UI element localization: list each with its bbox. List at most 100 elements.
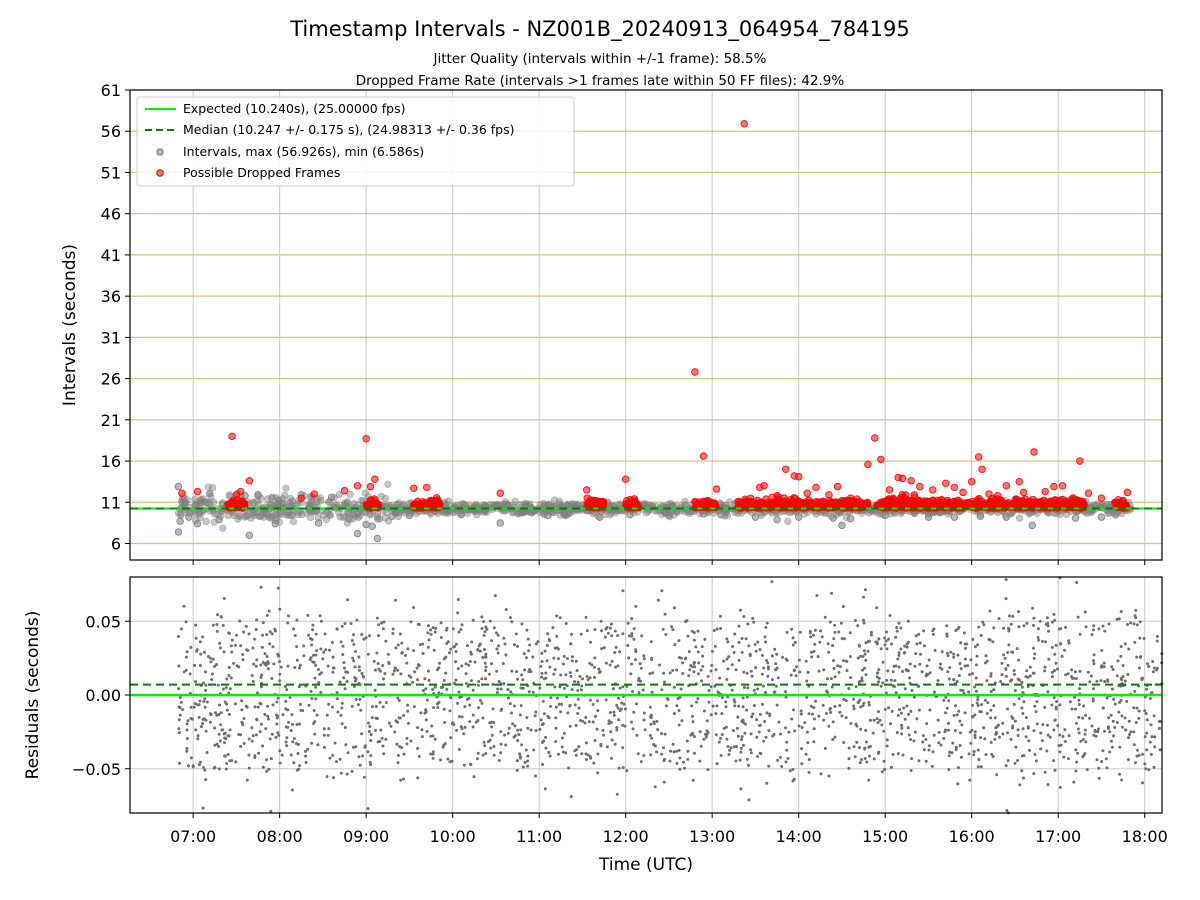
residual-point [341,652,345,656]
residual-point [205,700,209,704]
residual-point [673,643,677,647]
residual-point [1086,670,1090,674]
residual-point [883,636,887,640]
residual-point [740,737,744,741]
residual-point [1031,606,1035,610]
residual-point [681,661,685,665]
residual-point [590,663,594,667]
residual-point [332,776,336,780]
residual-point [278,679,282,683]
residual-point [634,604,638,608]
residual-point [286,621,290,625]
residual-point [433,737,437,741]
residual-point [275,700,279,704]
residual-point [366,652,370,656]
residual-point [182,670,186,674]
residual-point [229,644,233,648]
residual-point [623,707,627,711]
interval-point [1028,521,1036,530]
residual-point [491,707,495,711]
residual-point [877,668,881,672]
residual-point [1070,707,1074,711]
residual-point [691,732,695,736]
residual-point [483,630,487,634]
residual-point [361,754,365,758]
residual-point [852,745,856,749]
residual-point [714,712,718,716]
residual-point [442,707,446,711]
residual-point [1033,652,1037,656]
residual-point [520,673,524,677]
dropped-frame-point [1017,498,1026,506]
residual-point [632,710,636,714]
residual-point [1007,643,1011,647]
dropped-frame-point [734,497,742,506]
residual-point [456,611,460,615]
residual-point [974,663,978,667]
residual-point [570,655,574,659]
dropped-frame-point [1041,487,1049,496]
residual-point [859,727,863,731]
residual-point [446,757,450,761]
residual-point [976,748,980,752]
residual-point [1020,680,1024,684]
dropped-frame-point [366,482,375,491]
residual-point [451,627,455,631]
dropped-frame-point [193,487,202,496]
residual-point [555,614,559,618]
residual-point [335,691,339,695]
residual-point [1026,726,1030,730]
residual-point [389,724,393,728]
residual-point [510,620,514,624]
residual-point [1099,679,1103,683]
residual-point [426,624,430,628]
residual-point [324,648,328,652]
residual-point [921,734,925,738]
residual-point [1119,610,1123,614]
residual-point [512,735,516,739]
residual-point [875,606,879,610]
residual-point [885,744,889,748]
dropped-frame-point [712,485,721,493]
residual-point [653,785,657,789]
residual-point [677,723,681,727]
residual-point [269,757,273,761]
residual-point [293,665,297,669]
residual-point [419,711,423,715]
residual-point [809,635,813,639]
residual-point [985,679,989,683]
residual-point [1134,616,1138,620]
residual-point [840,714,844,718]
residual-point [199,652,203,656]
residual-point [484,625,488,629]
residual-point [222,732,226,736]
residual-point [333,741,337,745]
residual-point [988,609,992,613]
residual-point [323,632,327,636]
residual-point [1096,730,1100,734]
residual-point [783,726,787,730]
residual-point [853,755,857,759]
residual-point [191,765,195,769]
residual-point [867,778,871,782]
residual-point [730,688,734,692]
residual-point [258,730,262,734]
residual-point [477,679,481,683]
legend-median-label: Median (10.247 +/- 0.175 s), (24.98313 +… [183,122,514,137]
residual-point [737,640,741,644]
residual-point [812,740,816,744]
residual-point [770,580,774,584]
residual-point [544,746,548,750]
residual-point [1010,715,1014,719]
residual-point [560,736,564,740]
residual-point [496,651,500,655]
residual-point [508,616,512,620]
residual-point [592,675,596,679]
residual-point [518,752,522,756]
residual-point [635,702,639,706]
residual-point [554,705,558,709]
residual-point [1022,700,1026,704]
residual-point [918,641,922,645]
residual-point [290,788,294,792]
